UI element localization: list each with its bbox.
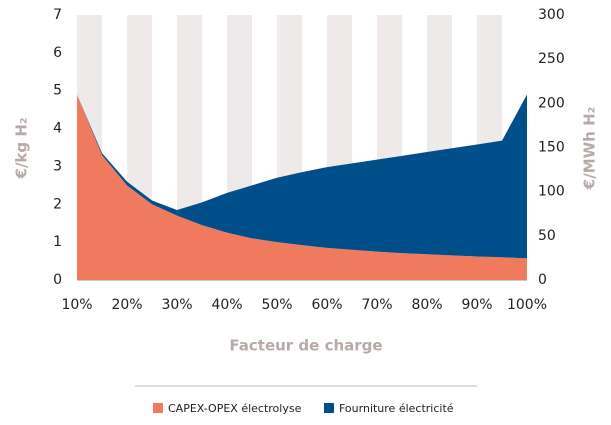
x-axis-title: Facteur de charge <box>229 337 382 355</box>
legend-label: CAPEX-OPEX électrolyse <box>168 402 302 415</box>
y-tick-label: 3 <box>53 158 62 174</box>
x-tick-label: 30% <box>161 297 192 313</box>
legend-swatch <box>153 403 163 413</box>
x-tick-label: 50% <box>261 297 292 313</box>
x-tick-label: 20% <box>111 297 142 313</box>
legend-swatch <box>324 403 334 413</box>
legend-label: Fourniture électricité <box>339 402 454 415</box>
y-tick-label: 0 <box>53 272 62 288</box>
x-tick-label: 100% <box>507 297 547 313</box>
y2-tick-label: 250 <box>538 51 565 67</box>
x-tick-label: 40% <box>211 297 242 313</box>
y2-tick-label: 100 <box>538 184 565 200</box>
y2-tick-label: 200 <box>538 95 565 111</box>
y-tick-label: 2 <box>53 196 62 212</box>
y-tick-label: 7 <box>53 7 62 23</box>
x-tick-label: 80% <box>411 297 442 313</box>
y-tick-label: 4 <box>53 121 62 137</box>
y2-axis-title: €/MWh H₂ <box>581 107 599 190</box>
x-tick-label: 70% <box>361 297 392 313</box>
x-tick-label: 60% <box>311 297 342 313</box>
y2-tick-label: 150 <box>538 140 565 156</box>
y-tick-label: 5 <box>53 83 62 99</box>
y-tick-label: 6 <box>53 45 62 61</box>
y2-tick-label: 50 <box>538 228 556 244</box>
y-tick-label: 1 <box>53 234 62 250</box>
x-tick-label: 10% <box>61 297 92 313</box>
y2-tick-label: 0 <box>538 272 547 288</box>
x-tick-label: 90% <box>461 297 492 313</box>
y2-tick-label: 300 <box>538 7 565 23</box>
y-axis-title: €/kg H₂ <box>13 118 31 180</box>
area <box>77 94 527 280</box>
area <box>77 94 527 259</box>
